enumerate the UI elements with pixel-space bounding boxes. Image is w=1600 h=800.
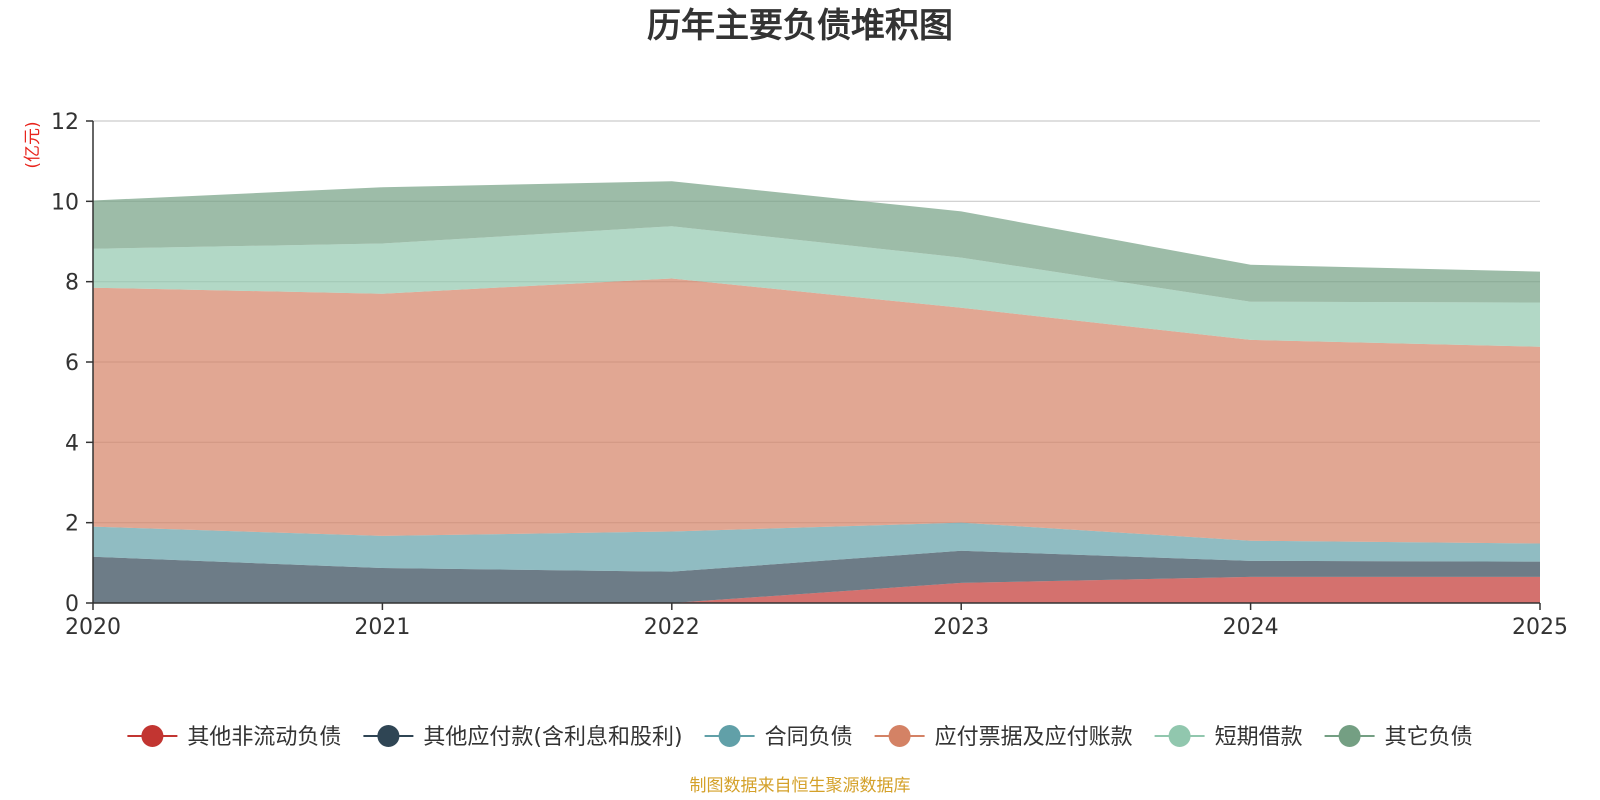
chart-title: 历年主要负债堆积图 (647, 6, 953, 46)
legend-marker (718, 725, 741, 747)
x-tick-label: 2024 (1223, 615, 1279, 640)
legend-label: 其他非流动负债 (187, 725, 341, 750)
legend-label: 应付票据及应付账款 (935, 725, 1133, 750)
legend-label: 合同负债 (765, 725, 853, 750)
area-series-1 (93, 576, 1540, 603)
x-tick-label: 2025 (1512, 615, 1568, 640)
area-series-2 (93, 550, 1540, 603)
legend[interactable]: 其他非流动负债 其他应付款(含利息和股利) 合同负债 应付票据及应付账款 短期借款 其它负… (127, 725, 1473, 750)
legend-item-4[interactable]: 应付票据及应付账款 (874, 725, 1133, 750)
y-tick-label: 6 (65, 351, 79, 376)
legend-marker (141, 725, 164, 747)
data-source-note: 制图数据来自恒生聚源数据库 (690, 776, 911, 796)
legend-label: 其他应付款(含利息和股利) (423, 725, 682, 750)
area-series-3 (93, 522, 1540, 572)
legend-item-5[interactable]: 短期借款 (1154, 725, 1303, 750)
area-series-6 (93, 181, 1540, 303)
legend-marker (1338, 725, 1361, 747)
axes: 0 2 4 6 8 10 12 2020 2021 2022 2023 2024 2025 (51, 110, 1568, 640)
legend-marker (888, 725, 911, 747)
area-series (93, 181, 1540, 603)
y-tick-label: 0 (65, 592, 79, 617)
y-tick-label: 4 (65, 431, 79, 456)
area-series-4 (93, 278, 1540, 544)
y-tick-label: 2 (65, 512, 79, 537)
legend-label: 其它负债 (1385, 725, 1473, 750)
x-tick-label: 2022 (644, 615, 700, 640)
legend-item-2[interactable]: 其他应付款(含利息和股利) (363, 725, 683, 750)
y-axis-unit-label: (亿元) (23, 121, 43, 168)
legend-item-1[interactable]: 其他非流动负债 (127, 725, 341, 750)
legend-item-6[interactable]: 其它负债 (1324, 725, 1473, 750)
legend-marker (1168, 725, 1191, 747)
legend-item-3[interactable]: 合同负债 (704, 725, 853, 750)
x-tick-label: 2021 (354, 615, 410, 640)
legend-marker (377, 725, 400, 747)
x-tick-label: 2020 (65, 615, 121, 640)
y-tick-label: 12 (51, 110, 79, 135)
y-tick-label: 8 (65, 271, 79, 296)
area-series-5 (93, 226, 1540, 347)
x-tick-label: 2023 (933, 615, 989, 640)
y-tick-label: 10 (51, 190, 79, 215)
legend-label: 短期借款 (1215, 725, 1303, 750)
